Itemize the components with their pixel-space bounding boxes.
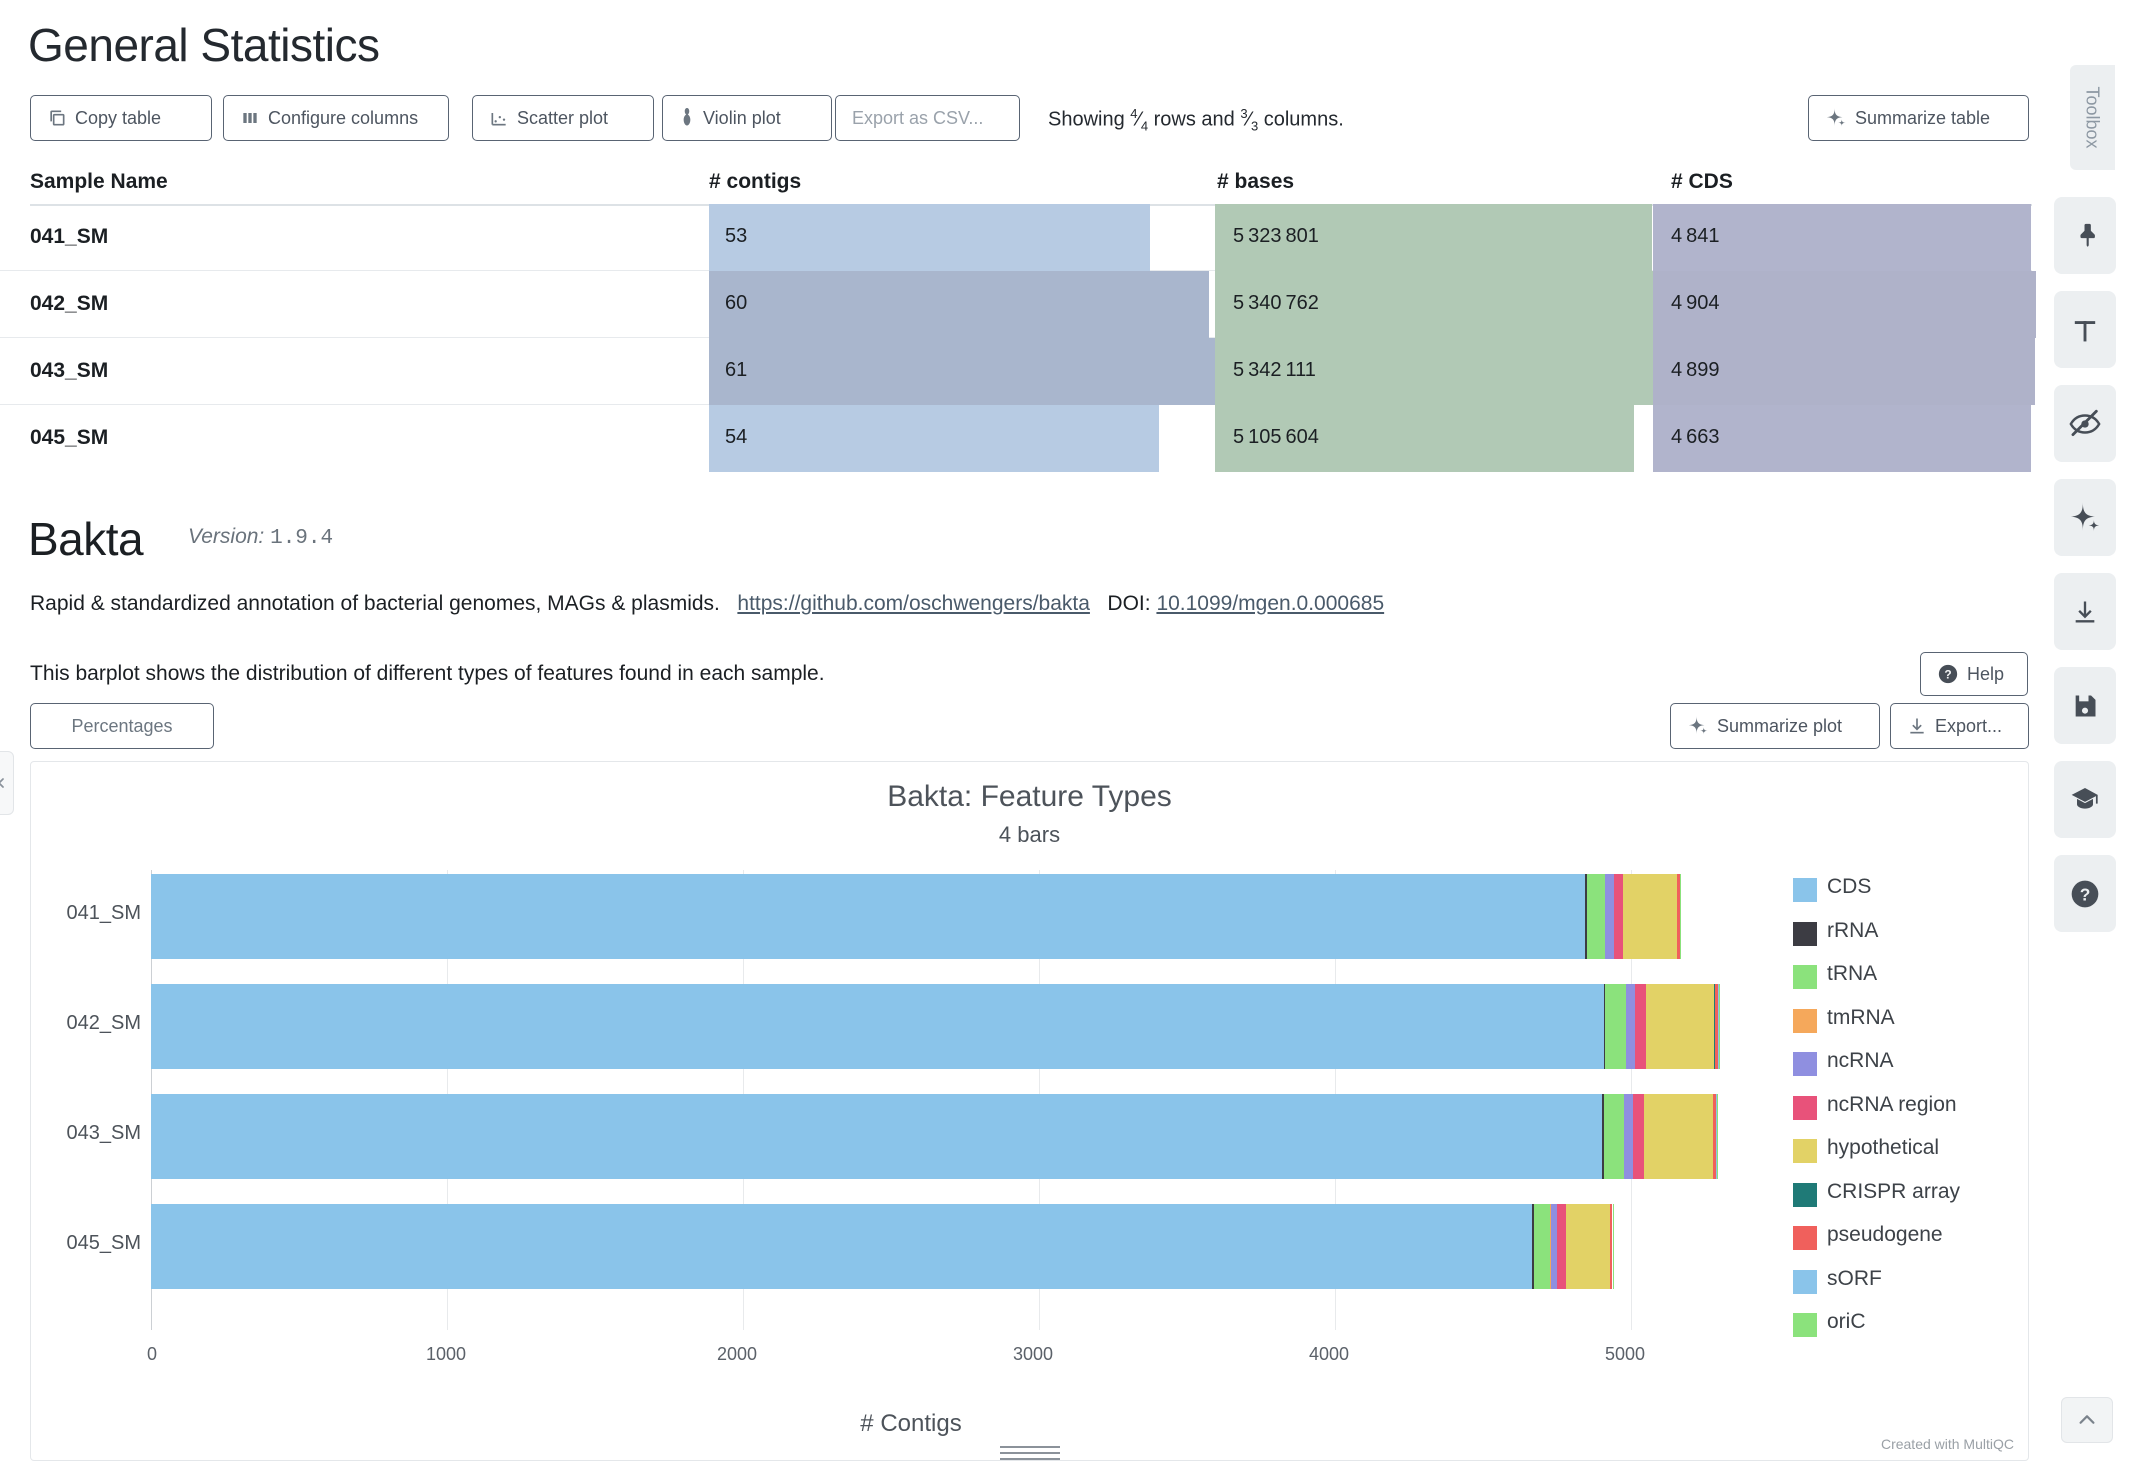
svg-text:?: ? [2080,884,2091,904]
svg-text:?: ? [1944,668,1951,682]
